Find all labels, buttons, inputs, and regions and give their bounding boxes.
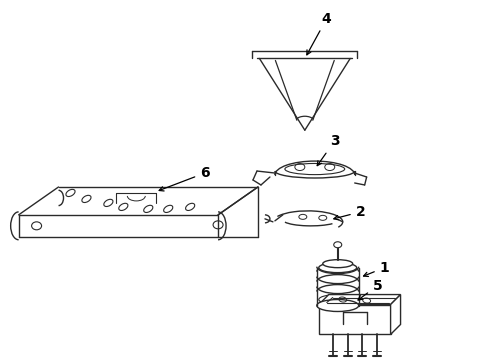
Text: 5: 5 (357, 279, 382, 300)
Ellipse shape (316, 300, 358, 311)
Text: 6: 6 (159, 166, 209, 191)
Ellipse shape (285, 163, 344, 175)
Polygon shape (318, 294, 400, 305)
Text: 2: 2 (333, 205, 365, 220)
Text: 1: 1 (363, 261, 388, 276)
Polygon shape (390, 294, 400, 334)
Polygon shape (318, 305, 390, 334)
Ellipse shape (318, 263, 356, 273)
Text: 3: 3 (317, 134, 339, 166)
Ellipse shape (333, 242, 341, 248)
Text: 4: 4 (306, 12, 331, 55)
Ellipse shape (322, 260, 352, 268)
